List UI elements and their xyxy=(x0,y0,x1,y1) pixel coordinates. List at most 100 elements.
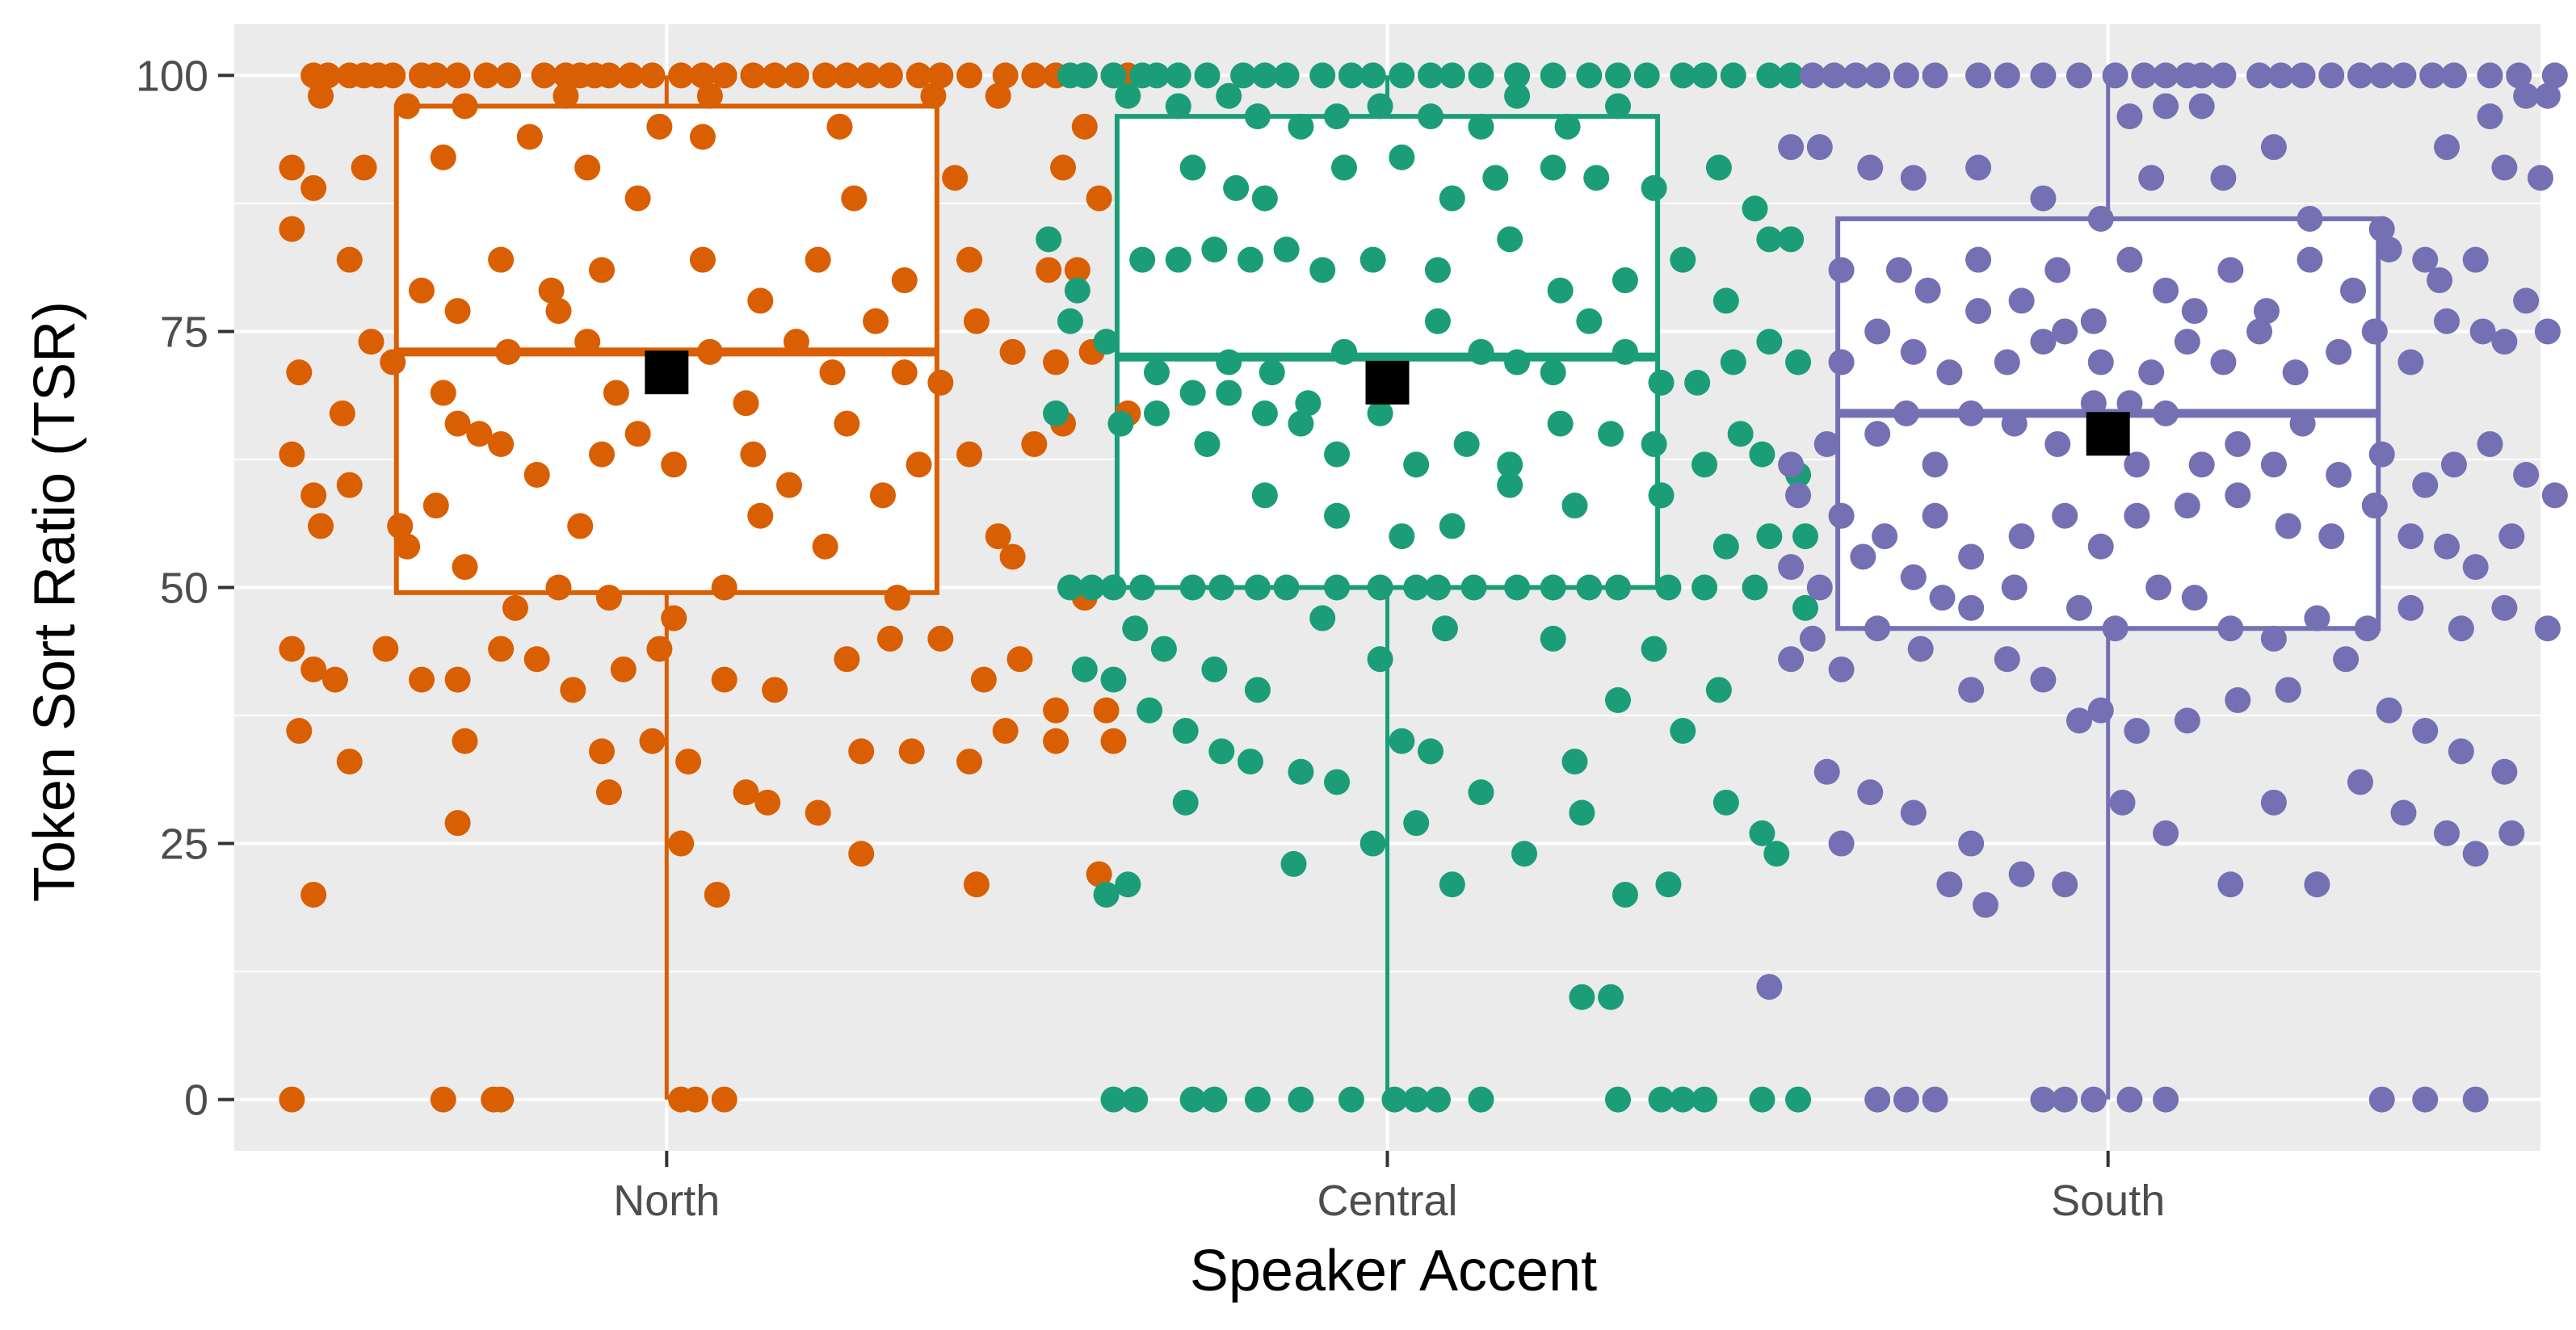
data-point-south xyxy=(2297,246,2323,273)
data-point-south xyxy=(2412,1086,2439,1113)
data-point-north xyxy=(661,605,687,631)
data-point-south xyxy=(1828,656,1855,682)
data-point-central xyxy=(1259,359,1285,386)
data-point-north xyxy=(711,62,738,89)
data-point-south xyxy=(2116,246,2143,273)
data-point-central xyxy=(1655,574,1682,601)
data-point-central xyxy=(1288,113,1314,140)
data-point-south xyxy=(2368,62,2395,89)
data-point-central xyxy=(1100,62,1127,89)
data-point-north xyxy=(422,493,449,519)
data-point-central xyxy=(1280,850,1307,877)
data-point-central xyxy=(1216,380,1242,406)
data-point-south xyxy=(2304,605,2330,631)
data-point-south xyxy=(2174,493,2200,519)
data-point-south xyxy=(1958,677,1985,703)
data-point-central xyxy=(1403,1086,1430,1113)
data-point-north xyxy=(444,410,471,437)
data-point-central xyxy=(1324,103,1351,130)
data-point-north xyxy=(589,441,616,468)
data-point-south xyxy=(2124,718,2150,745)
data-point-north xyxy=(444,666,471,693)
data-point-north xyxy=(279,636,305,662)
data-point-north xyxy=(747,502,774,529)
data-point-north xyxy=(906,451,932,478)
data-point-north xyxy=(488,636,515,662)
data-point-central xyxy=(1330,154,1357,181)
data-point-south xyxy=(1922,451,1948,478)
data-point-central xyxy=(1598,984,1624,1010)
data-point-south xyxy=(2210,349,2237,376)
data-point-north xyxy=(394,533,421,560)
data-point-central xyxy=(1129,246,1156,273)
data-point-south xyxy=(1857,779,1884,806)
data-point-central xyxy=(1785,349,1812,376)
data-point-north xyxy=(711,574,738,601)
data-point-south xyxy=(2225,482,2251,509)
data-point-south xyxy=(1893,62,1919,89)
data-point-south xyxy=(2008,287,2035,314)
data-point-central xyxy=(1569,799,1595,826)
data-point-central xyxy=(1201,1086,1228,1113)
data-point-north xyxy=(711,666,738,693)
data-point-south xyxy=(2318,62,2345,89)
data-point-north xyxy=(1043,349,1069,376)
data-point-south xyxy=(1864,421,1891,447)
data-point-north xyxy=(488,430,515,457)
data-point-north xyxy=(408,666,435,693)
data-point-north xyxy=(826,113,853,140)
data-point-central xyxy=(1071,656,1098,682)
data-point-north xyxy=(1050,154,1077,181)
data-point-north xyxy=(689,246,716,273)
data-point-north xyxy=(452,728,478,754)
data-point-central xyxy=(1150,636,1177,662)
data-point-south xyxy=(2174,707,2200,734)
data-point-central xyxy=(1684,369,1711,396)
data-point-central xyxy=(1208,738,1235,765)
data-point-central xyxy=(1431,615,1458,642)
data-point-north xyxy=(898,738,925,765)
data-point-central xyxy=(1418,738,1444,765)
data-point-central xyxy=(1064,277,1090,304)
data-point-south xyxy=(1900,564,1927,590)
data-point-south xyxy=(2462,246,2489,273)
data-point-south xyxy=(2225,430,2251,457)
x-tick-label: North xyxy=(613,1177,720,1225)
data-point-central xyxy=(1201,237,1228,262)
data-point-north xyxy=(408,277,435,304)
data-point-south xyxy=(2275,677,2301,703)
data-point-north xyxy=(661,451,687,478)
data-point-south xyxy=(1965,154,1992,181)
data-point-central xyxy=(1324,769,1351,795)
data-point-central xyxy=(1359,830,1386,857)
data-point-north xyxy=(358,329,385,355)
data-point-central xyxy=(1576,574,1603,601)
data-point-central xyxy=(1100,574,1127,601)
data-point-central xyxy=(1778,62,1805,89)
data-point-central xyxy=(1367,93,1393,120)
x-axis-title: Speaker Accent xyxy=(1190,1239,1597,1303)
data-point-south xyxy=(2153,820,2179,846)
data-point-south xyxy=(2052,1086,2078,1113)
data-point-north xyxy=(819,359,846,386)
data-point-central xyxy=(1057,308,1083,334)
data-point-north xyxy=(855,62,882,89)
data-point-central xyxy=(1720,349,1746,376)
data-point-north xyxy=(834,646,860,673)
data-point-north xyxy=(848,738,875,765)
data-point-central xyxy=(1641,430,1667,457)
data-point-south xyxy=(1973,892,1999,918)
data-point-central xyxy=(1179,380,1206,406)
data-point-south xyxy=(1864,1086,1891,1113)
data-point-south xyxy=(2440,451,2467,478)
data-point-north xyxy=(1093,697,1120,724)
data-point-north xyxy=(351,154,377,181)
data-point-south xyxy=(2491,758,2518,785)
data-point-central xyxy=(1569,984,1595,1010)
data-point-north xyxy=(963,308,990,334)
data-point-south xyxy=(2087,533,2114,560)
data-point-north xyxy=(740,62,767,89)
data-point-south xyxy=(1843,62,1869,89)
data-point-central xyxy=(1547,410,1574,437)
data-point-south xyxy=(1813,758,1840,785)
